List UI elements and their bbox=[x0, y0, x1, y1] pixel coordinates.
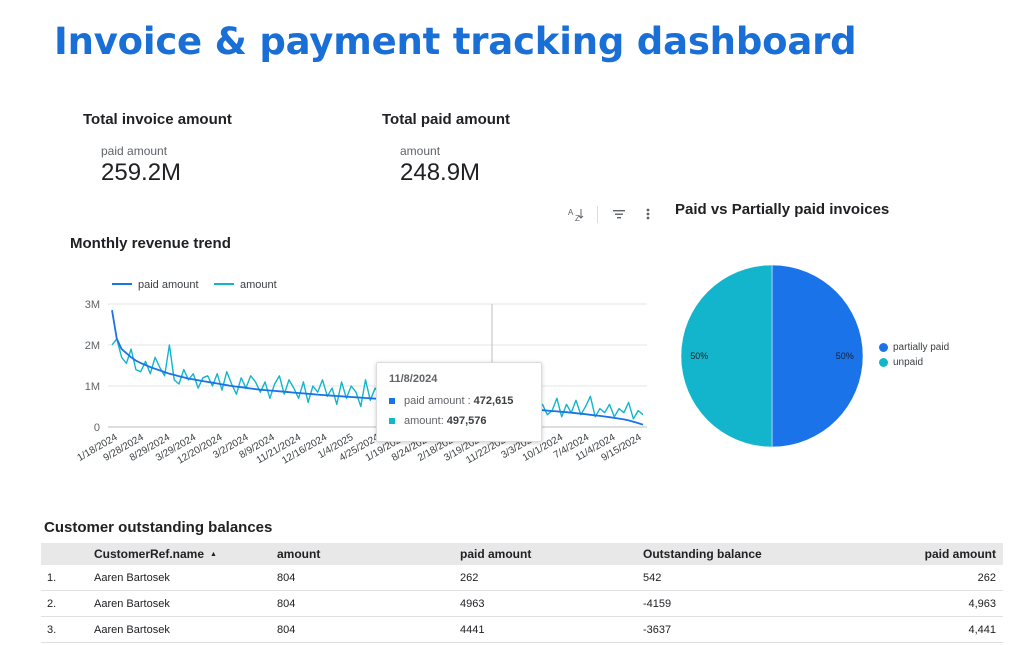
tooltip-date: 11/8/2024 bbox=[389, 373, 438, 385]
page-title: Invoice & payment tracking dashboard bbox=[54, 20, 857, 63]
kpi-title: Total invoice amount bbox=[83, 111, 232, 128]
sort-asc-icon[interactable]: ▲ bbox=[210, 551, 217, 559]
col-header-paid-amount-2[interactable]: paid amount bbox=[924, 547, 996, 561]
sort-az-icon[interactable]: A Z bbox=[564, 203, 588, 225]
balances-table: CustomerRef.name ▲ amount paid amount Out… bbox=[41, 543, 1003, 643]
cell-paid-amount: 4963 bbox=[460, 597, 485, 610]
col-header-customer[interactable]: CustomerRef.name ▲ bbox=[94, 547, 277, 561]
pie-slice-label: 50% bbox=[690, 351, 708, 361]
pie-chart[interactable]: 50% 50% bbox=[670, 255, 875, 455]
svg-text:A: A bbox=[568, 208, 574, 217]
cell-paid-amount-2: 262 bbox=[977, 571, 996, 584]
chart-toolbar: A Z bbox=[562, 203, 662, 225]
kpi-value: 248.9M bbox=[400, 159, 481, 186]
y-tick-label: 3M bbox=[85, 299, 100, 311]
col-header-outstanding[interactable]: Outstanding balance bbox=[643, 547, 762, 561]
cell-amount: 804 bbox=[277, 597, 296, 610]
cell-index: 1. bbox=[47, 571, 57, 584]
y-tick-label: 1M bbox=[85, 381, 100, 393]
pie-legend: partially paid unpaid bbox=[879, 342, 949, 372]
pie-legend-item[interactable]: partially paid bbox=[879, 342, 949, 353]
cell-customer: Aaren Bartosek bbox=[94, 623, 170, 636]
pie-chart-title: Paid vs Partially paid invoices bbox=[675, 201, 890, 218]
y-tick-label: 2M bbox=[85, 340, 100, 352]
cell-paid-amount: 4441 bbox=[460, 623, 485, 636]
toolbar-divider bbox=[597, 206, 598, 223]
table-header: CustomerRef.name ▲ amount paid amount Out… bbox=[41, 543, 1003, 565]
tooltip-row: amount: 497,576 bbox=[389, 415, 529, 427]
cell-index: 3. bbox=[47, 623, 57, 636]
cell-customer: Aaren Bartosek bbox=[94, 597, 170, 610]
pie-legend-label: unpaid bbox=[893, 357, 924, 368]
col-header-paid-amount[interactable]: paid amount bbox=[460, 547, 532, 561]
svg-text:Z: Z bbox=[575, 214, 580, 222]
legend-dot bbox=[879, 343, 888, 352]
tooltip-swatch bbox=[389, 418, 395, 424]
kpi-total-invoice: Total invoice amount paid amount 259.2M bbox=[83, 111, 232, 187]
pie-slice-unpaid bbox=[680, 264, 773, 448]
cell-outstanding: -3637 bbox=[643, 623, 672, 636]
tooltip-value: 497,576 bbox=[446, 415, 487, 427]
pie-legend-label: partially paid bbox=[893, 342, 950, 353]
cell-customer: Aaren Bartosek bbox=[94, 571, 170, 584]
table-row[interactable]: 2. Aaren Bartosek 804 4963 -4159 4,963 bbox=[41, 591, 1003, 617]
col-header-amount[interactable]: amount bbox=[277, 547, 321, 561]
cell-paid-amount-2: 4,441 bbox=[968, 623, 996, 636]
legend-label: paid amount bbox=[138, 279, 199, 291]
cell-outstanding: -4159 bbox=[643, 597, 672, 610]
kpi-label: paid amount bbox=[101, 144, 168, 158]
kpi-value: 259.2M bbox=[101, 159, 182, 186]
tooltip-swatch bbox=[389, 398, 395, 404]
legend-dot bbox=[879, 358, 888, 367]
tooltip-label: paid amount : bbox=[404, 395, 471, 407]
pie-legend-item[interactable]: unpaid bbox=[879, 357, 949, 368]
cell-index: 2. bbox=[47, 597, 57, 610]
table-row[interactable]: 1. Aaren Bartosek 804 262 542 262 bbox=[41, 565, 1003, 591]
cell-outstanding: 542 bbox=[643, 571, 662, 584]
y-tick-label: 0 bbox=[94, 422, 100, 434]
chart-tooltip: 11/8/2024 paid amount : 472,615 amount: … bbox=[376, 362, 542, 442]
legend-label: amount bbox=[240, 279, 277, 291]
pie-slice-label: 50% bbox=[836, 351, 854, 361]
col-header-label: CustomerRef.name bbox=[94, 547, 205, 561]
more-vert-icon[interactable] bbox=[638, 203, 658, 225]
tooltip-label: amount: bbox=[404, 415, 444, 427]
tooltip-row: paid amount : 472,615 bbox=[389, 395, 529, 407]
cell-paid-amount: 262 bbox=[460, 571, 479, 584]
kpi-total-paid: Total paid amount amount 248.9M bbox=[382, 111, 510, 187]
filter-icon[interactable] bbox=[608, 203, 630, 225]
table-row[interactable]: 3. Aaren Bartosek 804 4441 -3637 4,441 bbox=[41, 617, 1003, 643]
cell-paid-amount-2: 4,963 bbox=[968, 597, 996, 610]
pie-slice-partially-paid bbox=[771, 264, 864, 448]
tooltip-value: 472,615 bbox=[473, 395, 514, 407]
line-chart-title: Monthly revenue trend bbox=[70, 235, 231, 252]
kpi-label: amount bbox=[400, 144, 441, 158]
cell-amount: 804 bbox=[277, 571, 296, 584]
kpi-title: Total paid amount bbox=[382, 111, 511, 128]
cell-amount: 804 bbox=[277, 623, 296, 636]
table-title: Customer outstanding balances bbox=[44, 519, 273, 536]
